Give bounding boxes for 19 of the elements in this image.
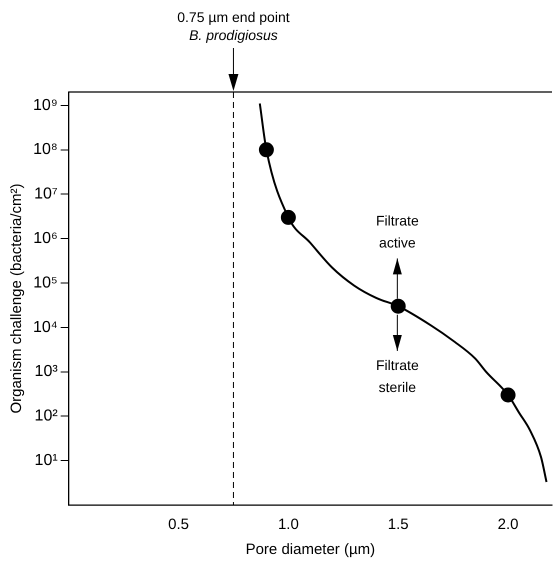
y-tick-label: 10⁸: [33, 141, 58, 158]
x-tick-label: 1.5: [388, 516, 409, 534]
x-axis-title: Pore diameter (µm): [246, 541, 376, 558]
x-tick-label: 1.0: [278, 516, 299, 534]
annotation: Filtrate sterile: [376, 356, 419, 395]
x-tick-label: 2.0: [498, 516, 518, 534]
y-tick-label: 10¹: [34, 452, 58, 470]
y-tick-label: 10⁵: [33, 274, 58, 292]
y-tick-label: 10³: [34, 363, 58, 380]
y-tick-label: 10⁷: [34, 186, 58, 203]
y-axis-title: Organism challenge (bacteria/cm²): [8, 183, 26, 414]
line-series: [258, 102, 548, 483]
x-tick-label: 0.5: [168, 516, 189, 534]
y-tick-label: 10⁹: [33, 96, 58, 114]
y-tick-label: 10⁶: [33, 230, 58, 247]
y-tick-label: 10²: [34, 408, 58, 425]
y-tick-label: 10⁴: [33, 318, 58, 336]
annotation: Filtrate active: [376, 212, 419, 250]
ref-line-label: 0.75 µm end point B. prodigiosus: [177, 8, 290, 43]
